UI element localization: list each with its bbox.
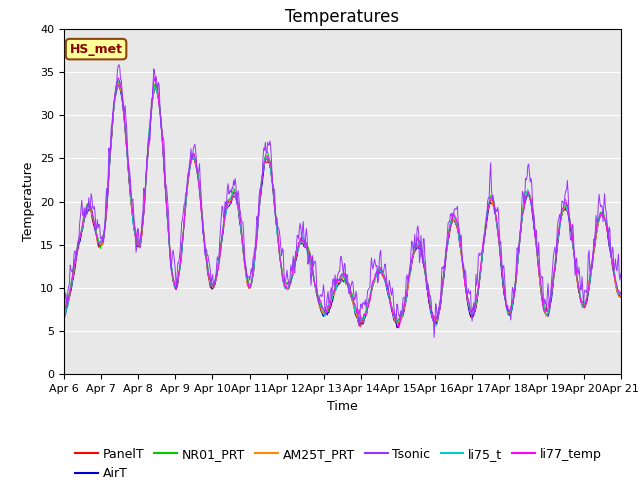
Line: li77_temp: li77_temp: [64, 78, 621, 328]
Tsonic: [430, 335, 438, 340]
Line: AM25T_PRT: AM25T_PRT: [64, 83, 621, 324]
AM25T_PRT: [60, 312, 68, 318]
Tsonic: [428, 297, 435, 303]
AirT: [617, 294, 625, 300]
PanelT: [412, 245, 419, 251]
AM25T_PRT: [214, 266, 222, 272]
PanelT: [115, 79, 123, 84]
PanelT: [128, 209, 136, 215]
li75_t: [70, 265, 78, 271]
Tsonic: [617, 270, 625, 276]
li77_temp: [395, 325, 403, 331]
NR01_PRT: [214, 260, 222, 266]
X-axis label: Time: Time: [327, 400, 358, 413]
AirT: [128, 211, 136, 216]
li75_t: [60, 315, 68, 321]
PanelT: [185, 173, 193, 179]
Line: PanelT: PanelT: [64, 82, 621, 328]
AirT: [70, 269, 78, 275]
PanelT: [70, 271, 78, 277]
li75_t: [617, 293, 625, 299]
AM25T_PRT: [412, 243, 419, 249]
li77_temp: [185, 172, 193, 178]
Title: Temperatures: Temperatures: [285, 8, 399, 26]
PanelT: [617, 294, 625, 300]
AM25T_PRT: [128, 210, 136, 216]
Y-axis label: Temperature: Temperature: [22, 162, 35, 241]
AM25T_PRT: [115, 80, 122, 85]
li77_temp: [60, 311, 68, 316]
Tsonic: [411, 231, 419, 237]
AM25T_PRT: [70, 268, 78, 274]
NR01_PRT: [411, 244, 419, 250]
NR01_PRT: [431, 320, 439, 326]
Tsonic: [70, 251, 78, 257]
Line: Tsonic: Tsonic: [64, 65, 621, 337]
NR01_PRT: [70, 261, 78, 267]
li77_temp: [412, 242, 419, 248]
AirT: [214, 265, 222, 271]
PanelT: [60, 311, 68, 316]
li77_temp: [70, 264, 78, 269]
AirT: [60, 314, 68, 320]
Tsonic: [185, 169, 193, 175]
AirT: [185, 174, 193, 180]
NR01_PRT: [60, 306, 68, 312]
Legend: PanelT, AirT, NR01_PRT, AM25T_PRT, Tsonic, li75_t, li77_temp: PanelT, AirT, NR01_PRT, AM25T_PRT, Tsoni…: [70, 443, 607, 480]
NR01_PRT: [617, 289, 625, 295]
Text: HS_met: HS_met: [70, 43, 123, 56]
Line: li75_t: li75_t: [64, 80, 621, 326]
PanelT: [393, 325, 401, 331]
AirT: [412, 247, 419, 252]
li77_temp: [214, 266, 222, 272]
NR01_PRT: [428, 308, 435, 313]
Tsonic: [115, 62, 123, 68]
Tsonic: [60, 301, 68, 307]
li75_t: [115, 77, 123, 83]
NR01_PRT: [115, 78, 122, 84]
AirT: [115, 82, 123, 87]
li75_t: [428, 308, 435, 314]
li75_t: [128, 211, 136, 216]
li77_temp: [128, 204, 136, 210]
AirT: [395, 325, 403, 331]
AM25T_PRT: [617, 294, 625, 300]
AM25T_PRT: [185, 172, 193, 178]
PanelT: [428, 310, 436, 315]
li77_temp: [617, 291, 625, 297]
AirT: [428, 315, 436, 321]
Line: NR01_PRT: NR01_PRT: [64, 81, 621, 323]
li75_t: [411, 241, 419, 247]
Tsonic: [128, 198, 136, 204]
Line: AirT: AirT: [64, 84, 621, 328]
AM25T_PRT: [428, 309, 436, 315]
li75_t: [214, 262, 222, 267]
NR01_PRT: [128, 206, 136, 212]
li75_t: [185, 173, 193, 179]
li75_t: [432, 323, 440, 329]
NR01_PRT: [185, 170, 193, 176]
li77_temp: [428, 310, 436, 316]
AM25T_PRT: [356, 321, 364, 326]
Tsonic: [214, 257, 222, 263]
li77_temp: [115, 75, 122, 81]
PanelT: [214, 264, 222, 270]
